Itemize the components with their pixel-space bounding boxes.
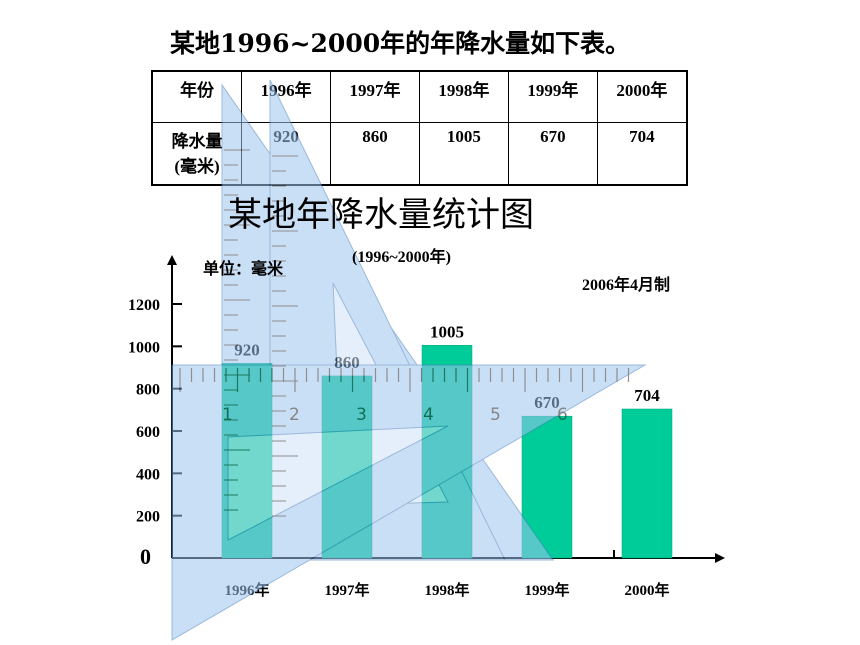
y-tick-label: 1000 bbox=[128, 339, 160, 356]
y-tick-label: 200 bbox=[136, 509, 160, 526]
table-cell: 670 bbox=[507, 122, 598, 186]
page-heading: 某地1996~2000年的年降水量如下表。 bbox=[170, 29, 631, 58]
ruler-number-label: 4 bbox=[423, 405, 434, 425]
y-tick-label: 400 bbox=[136, 466, 160, 483]
x-tick-label: 1997年 bbox=[324, 581, 369, 599]
row-header-label: 降水量 (毫米) bbox=[171, 132, 223, 176]
y-tick-label: 600 bbox=[136, 424, 160, 441]
table-cell: 1999年 bbox=[507, 70, 598, 123]
set-square-inner bbox=[227, 425, 449, 541]
x-axis-arrow bbox=[715, 553, 725, 563]
y-tick-label: 0 bbox=[140, 544, 151, 569]
table-cell: 860 bbox=[330, 122, 420, 186]
y-axis-arrow bbox=[167, 255, 177, 265]
bar-value-label: 1005 bbox=[430, 322, 464, 341]
unit-label: 单位：毫米 bbox=[203, 259, 284, 278]
bar bbox=[621, 408, 673, 559]
x-tick-label: 2000年 bbox=[624, 581, 669, 599]
table-cell: 1997年 bbox=[330, 70, 420, 123]
x-tick-label: 1998年 bbox=[424, 581, 469, 599]
bar-value-label: 704 bbox=[634, 386, 660, 405]
y-tick-label: 800 bbox=[136, 382, 160, 399]
ruler-number-label: 6 bbox=[557, 405, 568, 425]
ruler-number-label: 2 bbox=[289, 405, 300, 425]
y-tick-label: 1200 bbox=[128, 297, 160, 314]
chart-title: 某地年降水量统计图 bbox=[228, 195, 534, 235]
chart-subtitle: (1996~2000年) bbox=[352, 247, 451, 266]
chart-note: 2006年4月制 bbox=[582, 275, 670, 294]
table-cell: 1005 bbox=[418, 122, 509, 186]
table-cell: 2000年 bbox=[596, 70, 688, 123]
ruler-number-label: 1 bbox=[222, 405, 233, 425]
table-cell: 704 bbox=[596, 122, 688, 186]
ruler-number-label: 5 bbox=[490, 405, 501, 425]
x-tick-label: 1999年 bbox=[524, 581, 569, 599]
ruler-number-label: 3 bbox=[356, 405, 367, 425]
